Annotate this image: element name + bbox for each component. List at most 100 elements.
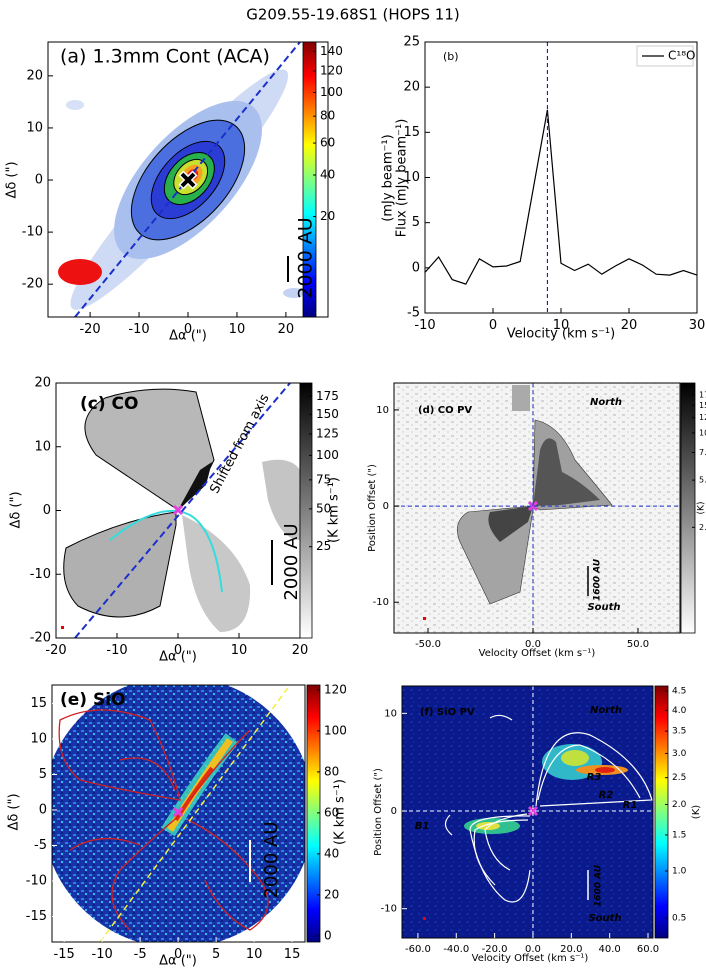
x-axis-label: Velocity Offset (km s⁻¹) — [479, 648, 596, 659]
legend-label: C¹⁸O — [668, 49, 695, 63]
x-axis-label: Velocity Offset (km s⁻¹) — [472, 953, 589, 964]
x-tick-label: 0 — [184, 322, 192, 337]
y-tick-label: 0 — [39, 802, 47, 817]
y-tick-label: 0 — [383, 501, 389, 512]
colorbar-label: (K) — [697, 502, 706, 515]
x-tick-label: -10 — [128, 322, 149, 337]
y-tick-label: -10 — [381, 904, 397, 915]
y-tick-label: -10 — [30, 567, 51, 582]
y-tick-label: 15 — [30, 696, 47, 711]
y-axis-label: Δδ (") — [9, 491, 24, 528]
y-tick-label: -10 — [22, 225, 43, 240]
x-tick-label: -5 — [134, 947, 147, 962]
x-tick-label: -20 — [45, 643, 66, 658]
colorbar-tick-label: 75 — [316, 472, 331, 486]
y-axis-label: Position Offset (") — [373, 768, 384, 856]
colorbar-tick-label: 1.5 — [672, 830, 686, 840]
x-tick-label: 0 — [489, 318, 497, 333]
x-tick-label: -40.0 — [443, 944, 469, 955]
image-f — [402, 686, 653, 938]
colorbar-tick-label: 100 — [324, 723, 347, 737]
axes-frame — [401, 685, 654, 939]
panel-label: (c) CO — [80, 394, 138, 414]
panel-label: (f) SiO PV — [420, 707, 475, 718]
x-tick-label: 20.0 — [560, 944, 582, 955]
colorbar-label: (K km s⁻¹) — [327, 477, 342, 543]
y-tick-label: -5 — [34, 838, 47, 853]
colorbar-tick-label: 175 — [316, 389, 339, 403]
x-tick-label: 30 — [689, 318, 706, 333]
image-e — [52, 685, 305, 942]
colorbar — [299, 382, 313, 639]
y-tick-label: 5 — [39, 767, 47, 782]
colorbar-tick-label: 1.0 — [672, 867, 687, 877]
panel-label: (e) SiO — [60, 690, 126, 710]
x-tick-label: 15 — [284, 947, 301, 962]
colorbar-tick-label: 2.0 — [672, 800, 687, 810]
y-tick-label: 10 — [26, 120, 43, 135]
x-axis-label: Δα (") — [159, 954, 197, 969]
y-tick-label: 15 — [403, 125, 420, 140]
colorbar-tick-label: 25 — [316, 539, 331, 553]
y-tick-label: 10 — [30, 731, 47, 746]
y-tick-label: 20 — [34, 376, 51, 391]
colorbar-tick-label: 100 — [316, 448, 339, 462]
x-tick-label: 0.0 — [525, 639, 541, 650]
legend-box — [636, 45, 694, 67]
colorbar-tick-label: 120 — [320, 64, 343, 78]
colorbar-tick-label: 5.0 — [699, 476, 706, 485]
colorbar-tick-label: 4.5 — [672, 686, 686, 696]
y-tick-label: -10 — [26, 873, 47, 888]
y-tick-label: 10 — [384, 708, 397, 719]
annotation: B1 — [415, 821, 430, 832]
annotation: 1600 AU — [594, 864, 604, 907]
x-axis-label: Δα (") — [159, 650, 197, 665]
y-axis-label: Position Offset (") — [367, 464, 378, 552]
x-tick-label: 20 — [278, 322, 295, 337]
x-tick-label: 10 — [553, 318, 570, 333]
x-tick-label: 0 — [174, 643, 182, 658]
colorbar-tick-label: 12.5 — [699, 413, 706, 422]
colorbar-tick-label: 80 — [324, 764, 339, 778]
annotation: North — [590, 705, 622, 716]
colorbar — [680, 382, 696, 634]
colorbar-tick-label: 125 — [316, 426, 339, 440]
y-tick-label: -20 — [22, 277, 43, 292]
image-a — [58, 42, 305, 317]
y-axis-label: (mJy beam⁻¹) — [381, 134, 396, 221]
panel-label: (b) — [443, 50, 459, 63]
annotation: South — [587, 602, 620, 613]
colorbar-tick-label: 2.5 — [699, 523, 706, 532]
x-tick-label: -10 — [106, 643, 127, 658]
y-tick-label: 20 — [26, 68, 43, 83]
colorbar-tick-label: 2.5 — [672, 773, 686, 783]
axes-frame — [424, 41, 698, 314]
annotation: 2000 AU — [261, 821, 282, 898]
y-tick-label: 10 — [403, 170, 420, 185]
y-tick-label: 0 — [412, 260, 420, 275]
x-tick-label: 5 — [212, 947, 220, 962]
colorbar-label: (K) — [691, 805, 702, 819]
colorbar-tick-label: 140 — [320, 44, 343, 58]
y-tick-label: -10 — [373, 597, 389, 608]
panel-label: (d) CO PV — [418, 405, 472, 416]
x-tick-label: -15 — [54, 947, 75, 962]
y-tick-label: 20 — [403, 80, 420, 95]
x-tick-label: -20 — [79, 322, 100, 337]
x-tick-label: 20 — [621, 318, 638, 333]
y-tick-label: 25 — [403, 35, 420, 50]
x-tick-label: 50.0 — [627, 639, 649, 650]
x-axis-label: Velocity (km s⁻¹) — [507, 327, 615, 342]
colorbar-tick-label: 3.5 — [672, 727, 686, 737]
annotation: 2000 AU — [281, 523, 302, 600]
y-tick-label: 0 — [391, 806, 397, 817]
y-tick-label: 0 — [35, 173, 43, 188]
colorbar-label: (K km s⁻¹) — [333, 779, 348, 845]
x-tick-label: -10 — [92, 947, 113, 962]
colorbar-tick-label: 40 — [324, 846, 339, 860]
colorbar-tick-label: 15.0 — [699, 401, 706, 410]
x-tick-label: 60.0 — [637, 944, 659, 955]
image-d — [394, 383, 680, 633]
x-tick-label: 10 — [229, 322, 246, 337]
